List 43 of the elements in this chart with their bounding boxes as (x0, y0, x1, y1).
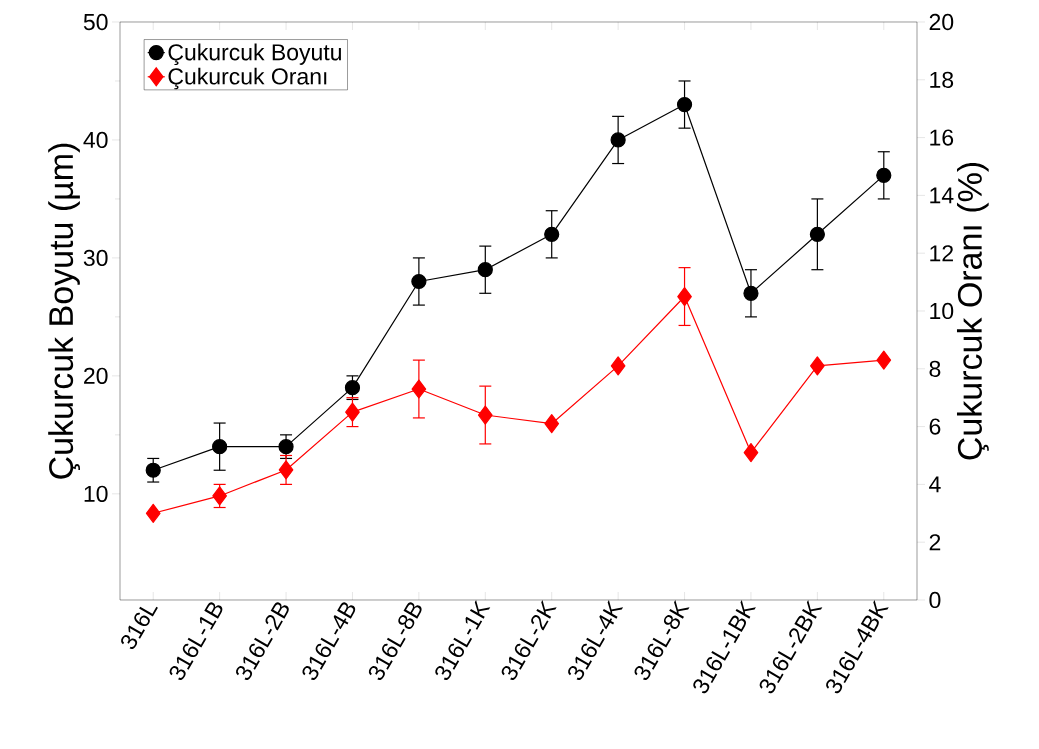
y2-tick-label: 20 (929, 13, 954, 31)
y2-tick-label: 0 (929, 591, 941, 609)
y2-tick-label: 14 (930, 187, 954, 204)
y-axis-title: Çukurcuk Boyutu (µm) (48, 143, 81, 479)
point (145, 462, 161, 478)
legend-label: Çukurcuk Boyutu (168, 43, 341, 66)
point (809, 226, 825, 242)
y-tick-label: 30 (83, 249, 108, 267)
y-tick-label: 10 (84, 485, 108, 502)
point (411, 379, 427, 399)
y2-axis-title: Çukurcuk Oranı (%) (956, 162, 989, 460)
y2-tick-label: 2 (929, 534, 941, 551)
point (610, 356, 626, 376)
point (344, 380, 361, 396)
point (676, 96, 693, 113)
point (544, 226, 560, 242)
point (743, 443, 759, 463)
point (345, 402, 360, 422)
point (677, 286, 692, 307)
y2-tick-label: 16 (930, 129, 954, 146)
point (610, 132, 626, 148)
y-tick-label: 20 (84, 367, 108, 384)
y2-tick-label: 12 (930, 245, 953, 262)
point (212, 439, 228, 455)
point (477, 405, 493, 425)
point (876, 167, 892, 183)
y-tick-label: 50 (83, 13, 108, 31)
y-tick-label: 40 (83, 131, 108, 149)
point (278, 460, 294, 480)
point (743, 285, 759, 301)
y2-tick-label: 4 (929, 476, 941, 493)
y2-tick-label: 18 (930, 71, 954, 88)
y2-tick-label: 6 (929, 418, 941, 435)
point (278, 439, 294, 455)
point (145, 503, 161, 523)
point (876, 350, 892, 370)
point (810, 356, 825, 376)
point (411, 273, 427, 290)
legend-label: Çukurcuk Oranı (168, 67, 327, 90)
point (544, 414, 560, 434)
y2-tick-label: 8 (929, 360, 941, 377)
point (477, 262, 493, 278)
y2-tick-label: 10 (930, 302, 954, 320)
